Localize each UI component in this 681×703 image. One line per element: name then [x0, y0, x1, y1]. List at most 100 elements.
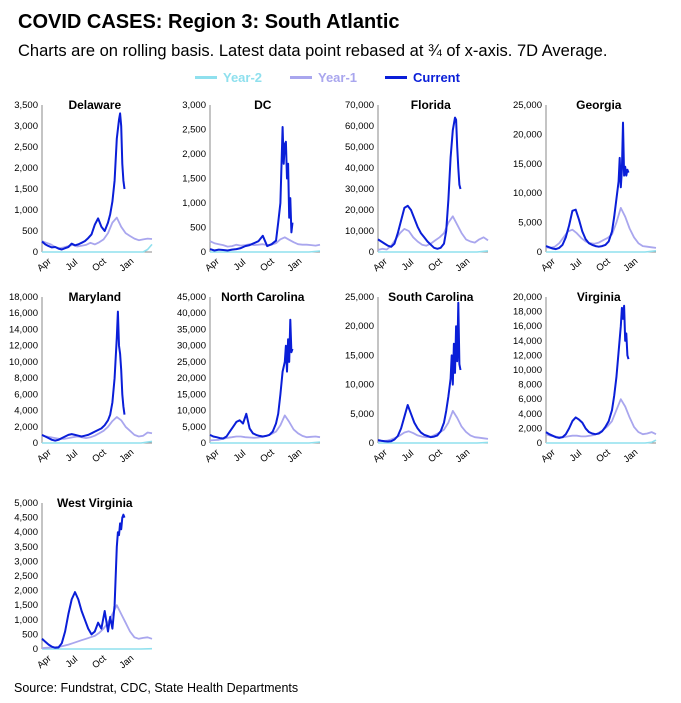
chart-delaware: 0 500 1,000 1,500 2,000 2,500 3,000 3,500 Apr Jul…	[14, 98, 153, 274]
y-tick-label: 12,000	[9, 341, 38, 352]
y-tick-label: 3,500	[14, 542, 38, 553]
y-tick-label: 45,000	[177, 292, 206, 303]
legend-label-year1: Year-1	[318, 70, 358, 85]
y-tick-label: 10,000	[345, 226, 374, 237]
chart-west-virginia: 0 500 1,000 1,500 2,000 2,500 3,000 3,500 4,000 4…	[14, 496, 153, 671]
y-tick-label: 2,000	[182, 149, 206, 160]
legend-item-year2: Year-2	[195, 70, 262, 85]
x-tick-label: Apr	[371, 447, 389, 465]
y-tick-label: 2,000	[518, 423, 542, 434]
y-tick-label: 25,000	[345, 292, 374, 303]
chart-title: North Carolina	[221, 290, 305, 304]
y-tick-label: 30,000	[177, 341, 206, 352]
y-tick-label: 25,000	[177, 357, 206, 368]
series-line-year-1	[209, 236, 321, 248]
x-tick-label: Oct	[90, 447, 109, 465]
series-line-current	[41, 112, 126, 251]
x-tick-label: Apr	[35, 447, 53, 465]
y-tick-label: 30,000	[345, 184, 374, 195]
y-tick-label: 10,000	[9, 357, 38, 368]
y-tick-label: 500	[22, 629, 38, 640]
x-tick-label: Oct	[90, 653, 109, 671]
legend-label-year2: Year-2	[223, 70, 263, 85]
x-tick-label: Jul	[400, 448, 416, 464]
series-line-year-2	[378, 250, 489, 253]
y-tick-label: 2,000	[14, 586, 38, 597]
y-tick-label: 5,000	[182, 422, 206, 433]
y-tick-label: 15,000	[177, 389, 206, 400]
x-tick-label: Apr	[203, 447, 221, 465]
series-line-current	[377, 116, 462, 250]
y-tick-label: 8,000	[518, 380, 542, 391]
chart-maryland: 0 2,000 4,000 6,000 8,000 10,000 12,000 14,000 1…	[9, 290, 153, 465]
series-line-current	[209, 318, 294, 440]
x-tick-label: Oct	[258, 256, 277, 274]
y-tick-label: 40,000	[177, 308, 206, 319]
x-tick-label: Oct	[594, 447, 613, 465]
y-tick-label: 18,000	[9, 292, 38, 303]
y-tick-label: 3,500	[14, 100, 38, 111]
y-tick-label: 3,000	[182, 100, 206, 111]
x-tick-label: Oct	[594, 256, 613, 274]
series-line-current	[41, 310, 126, 442]
x-tick-label: Apr	[539, 447, 557, 465]
y-tick-label: 0	[201, 247, 206, 258]
y-tick-label: 10,000	[513, 365, 542, 376]
chart-florida: 0 10,000 20,000 30,000 40,000 50,000 60,000 70,…	[345, 98, 489, 274]
chart-title: Georgia	[576, 98, 622, 112]
y-tick-label: 4,000	[14, 406, 38, 417]
y-tick-label: 1,500	[14, 184, 38, 195]
y-tick-label: 4,000	[14, 527, 38, 538]
x-tick-label: Apr	[35, 256, 53, 274]
x-tick-label: Jan	[453, 256, 472, 274]
y-tick-label: 4,500	[14, 513, 38, 524]
y-tick-label: 1,000	[182, 198, 206, 209]
series-line-current	[41, 513, 126, 649]
y-tick-label: 14,000	[9, 324, 38, 335]
y-tick-label: 25,000	[513, 100, 542, 111]
y-tick-label: 5,000	[14, 498, 38, 509]
y-tick-label: 6,000	[14, 389, 38, 400]
y-tick-label: 5,000	[350, 409, 374, 420]
y-tick-label: 0	[33, 247, 38, 258]
series-line-year-2	[42, 440, 153, 444]
y-tick-label: 0	[33, 644, 38, 655]
x-tick-label: Oct	[90, 256, 109, 274]
y-tick-label: 3,000	[14, 556, 38, 567]
x-tick-label: Oct	[426, 256, 445, 274]
x-tick-label: Jan	[117, 256, 136, 274]
y-tick-label: 5,000	[518, 218, 542, 229]
legend-label-current: Current	[413, 70, 460, 85]
y-tick-label: 20,000	[513, 292, 542, 303]
y-tick-label: 0	[537, 438, 542, 449]
page-subtitle: Charts are on rolling basis. Latest data…	[18, 42, 608, 60]
chart-south-carolina: 0 5,000 10,000 15,000 20,000 25,000 Apr Jul Oct J…	[345, 290, 489, 465]
x-tick-label: Jan	[285, 256, 304, 274]
y-tick-label: 40,000	[345, 163, 374, 174]
y-tick-label: 20,000	[345, 205, 374, 216]
y-tick-label: 50,000	[345, 142, 374, 153]
x-tick-label: Oct	[258, 447, 277, 465]
x-tick-label: Jul	[568, 448, 584, 464]
x-tick-label: Jan	[621, 447, 640, 465]
legend-swatch-year1	[290, 76, 312, 79]
x-tick-label: Jul	[64, 448, 80, 464]
chart-dc: 0 500 1,000 1,500 2,000 2,500 3,000 Apr Jul Oct Ja…	[182, 98, 321, 274]
x-tick-label: Jul	[400, 257, 416, 273]
x-tick-label: Apr	[539, 256, 557, 274]
x-tick-label: Jul	[64, 257, 80, 273]
x-tick-label: Apr	[371, 256, 389, 274]
series-line-year-2	[42, 243, 153, 253]
y-tick-label: 60,000	[345, 121, 374, 132]
y-tick-label: 1,000	[14, 205, 38, 216]
chart-title: West Virginia	[57, 496, 133, 510]
x-tick-label: Jan	[117, 447, 136, 465]
series-line-current	[377, 301, 462, 443]
legend-item-year1: Year-1	[290, 70, 357, 85]
x-tick-label: Apr	[203, 256, 221, 274]
series-line-year-2	[378, 441, 489, 444]
x-tick-label: Jul	[568, 257, 584, 273]
y-tick-label: 18,000	[513, 307, 542, 318]
